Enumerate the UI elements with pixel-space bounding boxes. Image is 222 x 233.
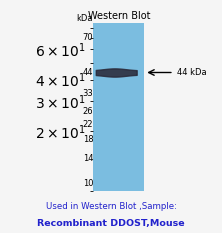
Text: Recombinant DDOST,Mouse: Recombinant DDOST,Mouse	[37, 219, 185, 228]
Text: 10: 10	[83, 179, 93, 188]
Text: 18: 18	[83, 135, 93, 144]
Text: 44 kDa: 44 kDa	[177, 68, 206, 77]
Text: Used in Western Blot ,Sample:: Used in Western Blot ,Sample:	[46, 202, 176, 211]
Text: kDa: kDa	[77, 14, 93, 23]
Text: 22: 22	[83, 120, 93, 129]
Text: 70: 70	[83, 33, 93, 42]
Text: 33: 33	[83, 89, 93, 99]
Text: 44: 44	[83, 68, 93, 77]
Text: 26: 26	[83, 107, 93, 116]
Text: 14: 14	[83, 154, 93, 163]
Title: Western Blot: Western Blot	[87, 11, 150, 21]
